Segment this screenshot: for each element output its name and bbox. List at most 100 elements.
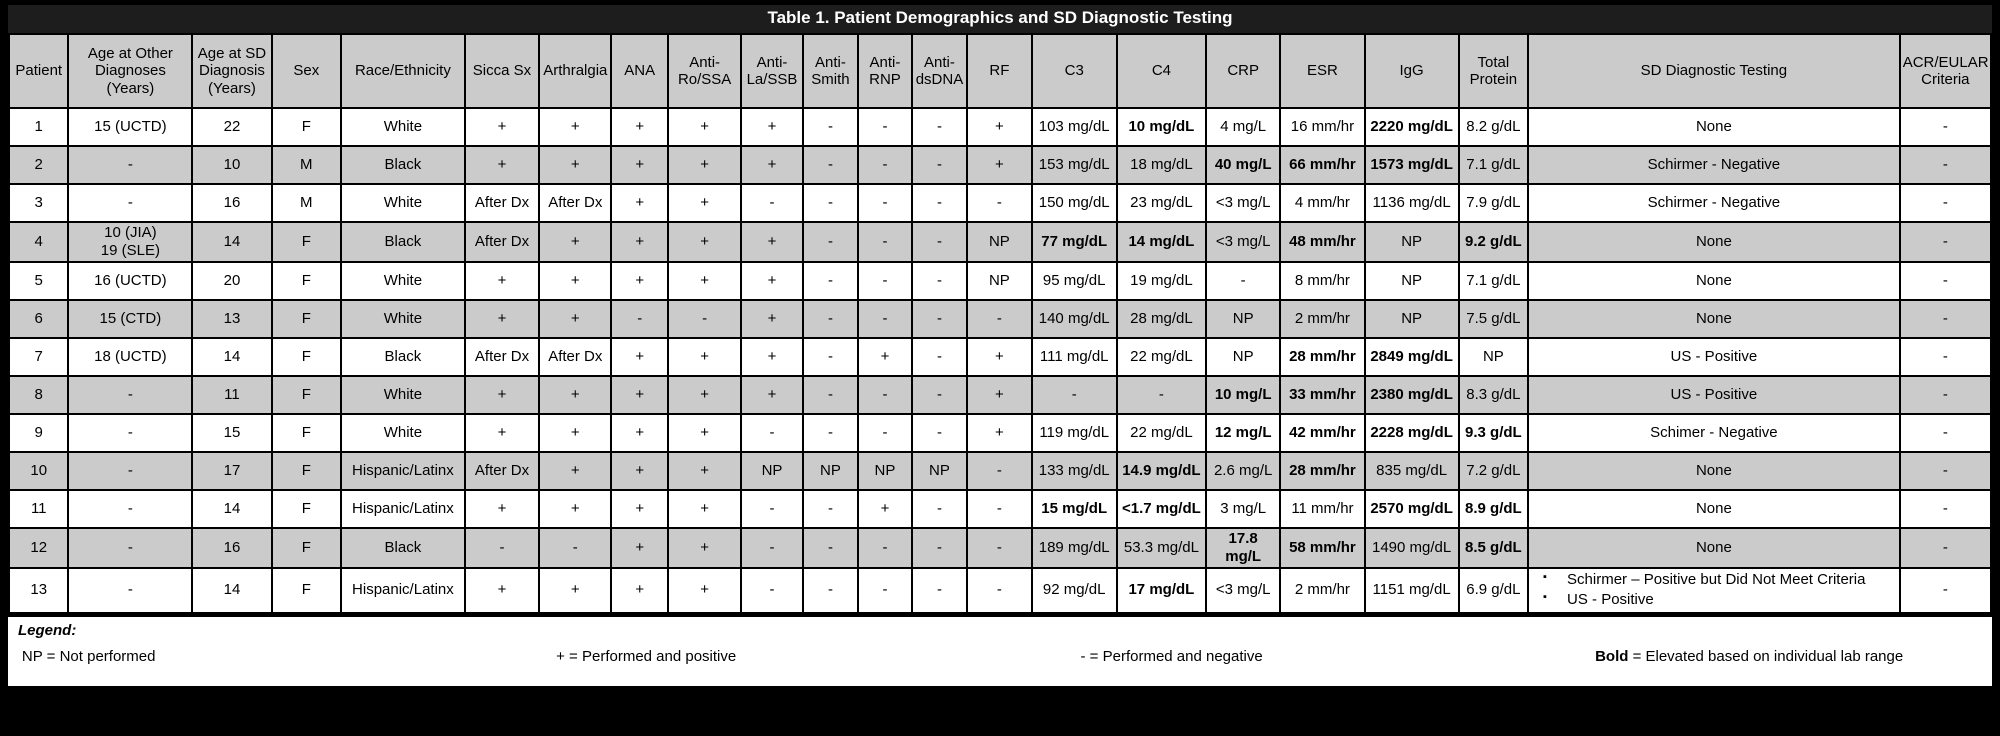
cell-ana: + [610,107,669,147]
cell-anti-rnp: - [857,107,913,147]
column-header-arthralgia: Arthralgia [538,33,613,109]
cell-sd-diagnostic-testing: Schirmer - Negative [1527,183,1901,223]
cell-rf: + [966,145,1033,185]
cell-ana: + [610,489,669,529]
cell-anti-ro-ssa: + [666,145,743,185]
cell-anti-ro-ssa: + [666,107,743,147]
cell-acr-eular-criteria: - [1898,299,1993,339]
cell-c3: 95 mg/dL [1030,261,1118,301]
cell-ana: + [610,567,669,614]
cell-anti-la-ssb: + [740,221,804,263]
cell-anti-rnp: - [857,221,913,263]
cell-patient: 13 [7,567,70,614]
cell-sex: F [270,527,342,569]
cell-age-at-other-diagnoses: - [67,489,194,529]
cell-sex: F [270,299,342,339]
cell-anti-la-ssb: NP [740,451,804,491]
column-header-esr: ESR [1279,33,1366,109]
sd-testing-bullet: Schirmer – Positive but Did Not Meet Cri… [1541,570,1897,590]
cell-c4: <1.7 mg/dL [1115,489,1208,529]
cell-anti-la-ssb: - [740,183,804,223]
cell-patient: 12 [7,527,70,569]
cell-anti-dsdna: - [910,183,969,223]
cell-sicca-sx: + [463,413,541,453]
cell-rf: + [966,413,1033,453]
cell-race-ethnicity: White [339,413,466,453]
table-row-patient-5: 5 16 (UCTD) 20 F White + + + + + - - - NP 95 mg/dL 19 m… [7,261,1993,301]
cell-c4: 22 mg/dL [1115,413,1208,453]
cell-crp: 10 mg/L [1204,375,1282,415]
cell-race-ethnicity: Black [339,145,466,185]
cell-c3: 133 mg/dL [1030,451,1118,491]
cell-anti-rnp: + [857,489,913,529]
cell-ana: + [610,337,669,377]
cell-anti-smith: - [801,375,860,415]
cell-crp: 3 mg/L [1204,489,1282,529]
cell-arthralgia: + [538,107,613,147]
cell-sex: F [270,107,342,147]
cell-c3: 92 mg/dL [1030,567,1118,614]
cell-anti-rnp: - [857,261,913,301]
cell-anti-rnp: - [857,299,913,339]
cell-acr-eular-criteria: - [1898,567,1993,614]
cell-c3: 15 mg/dL [1030,489,1118,529]
legend-term: Bold [1595,647,1629,665]
cell-anti-dsdna: - [910,299,969,339]
column-header-sd-diagnostic-testing: SD Diagnostic Testing [1527,33,1901,109]
cell-total-protein: 7.1 g/dL [1457,145,1530,185]
column-header-anti-smith: Anti-Smith [801,33,860,109]
cell-age-at-sd-diagnosis: 14 [191,489,273,529]
cell-sd-diagnostic-testing: None [1527,261,1901,301]
cell-anti-ro-ssa: + [666,221,743,263]
table-row-patient-13: 13-14 F Hispanic/Latinx + + + + - - - - -92 mg/dL 17… [7,567,1993,614]
cell-crp: 12 mg/L [1204,413,1282,453]
cell-anti-smith: - [801,145,860,185]
cell-anti-la-ssb: + [740,299,804,339]
cell-arthralgia: After Dx [538,337,613,377]
cell-race-ethnicity: Hispanic/Latinx [339,451,466,491]
cell-total-protein: 8.5 g/dL [1457,527,1530,569]
cell-rf: NP [966,221,1033,263]
cell-esr: 8 mm/hr [1279,261,1366,301]
legend-title: Legend: [18,621,77,639]
cell-acr-eular-criteria: - [1898,261,1993,301]
cell-c3: 103 mg/dL [1030,107,1118,147]
column-header-anti-rnp: Anti-RNP [857,33,913,109]
column-header-rf: RF [966,33,1033,109]
cell-anti-rnp: + [857,337,913,377]
column-header-anti-dsdna: Anti-dsDNA [910,33,969,109]
cell-rf: - [966,489,1033,529]
cell-anti-ro-ssa: + [666,337,743,377]
cell-anti-dsdna: - [910,527,969,569]
cell-race-ethnicity: White [339,299,466,339]
cell-anti-la-ssb: + [740,145,804,185]
cell-patient: 6 [7,299,70,339]
cell-ana: + [610,375,669,415]
cell-age-at-sd-diagnosis: 22 [191,107,273,147]
cell-sex: M [270,145,342,185]
cell-anti-dsdna: - [910,145,969,185]
cell-igg: 1490 mg/dL [1363,527,1460,569]
cell-age-at-sd-diagnosis: 13 [191,299,273,339]
cell-sicca-sx: + [463,107,541,147]
cell-acr-eular-criteria: - [1898,107,1993,147]
cell-acr-eular-criteria: - [1898,375,1993,415]
table-title: Table 1. Patient Demographics and SD Dia… [8,5,1992,33]
column-header-sex: Sex [270,33,342,109]
column-header-anti-ro-ssa: Anti-Ro/SSA [666,33,743,109]
cell-c3: 119 mg/dL [1030,413,1118,453]
cell-patient: 10 [7,451,70,491]
cell-esr: 58 mm/hr [1279,527,1366,569]
cell-age-at-other-diagnoses: - [67,183,194,223]
cell-c3: 77 mg/dL [1030,221,1118,263]
cell-anti-dsdna: - [910,261,969,301]
cell-igg: 2570 mg/dL [1363,489,1460,529]
cell-rf: + [966,375,1033,415]
cell-patient: 7 [7,337,70,377]
cell-anti-smith: - [801,221,860,263]
header-row: Patient Age at Other Diagnoses (Years) Age… [7,33,1993,109]
cell-ana: + [610,183,669,223]
cell-rf: - [966,527,1033,569]
cell-c3: - [1030,375,1118,415]
